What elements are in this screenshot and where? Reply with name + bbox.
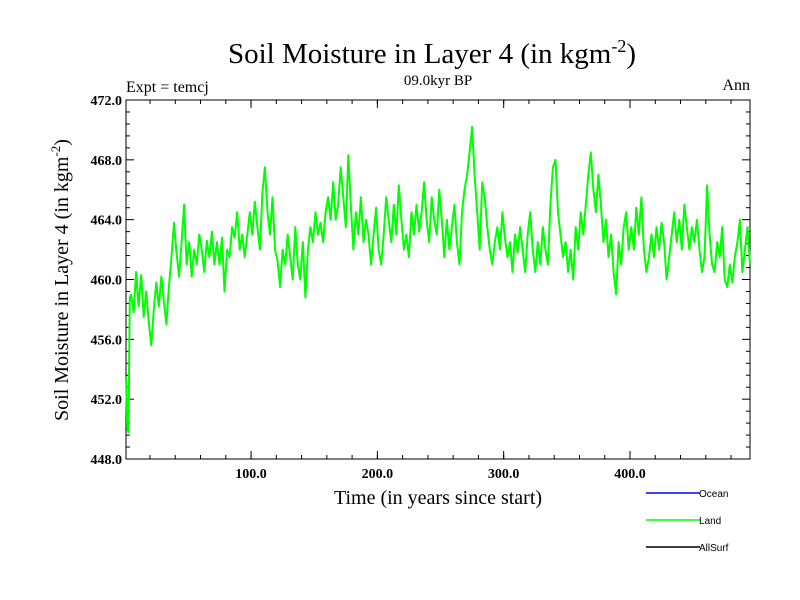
x-tick-label: 400.0 xyxy=(614,467,646,482)
chart-title: Soil Moisture in Layer 4 (in kgm-2) xyxy=(228,36,636,70)
legend-label-allsurf: AllSurf xyxy=(699,543,729,554)
y-tick-label: 464.0 xyxy=(91,214,123,229)
y-tick-label: 456.0 xyxy=(91,333,123,348)
y-tick-label: 448.0 xyxy=(91,453,123,468)
y-axis-label: Soil Moisture in Layer 4 (in kgm-2) xyxy=(48,139,73,421)
legend-label-ocean: Ocean xyxy=(699,489,728,500)
subtitle-right: Ann xyxy=(722,77,750,94)
x-tick-label: 200.0 xyxy=(362,467,394,482)
y-tick-label: 460.0 xyxy=(91,274,123,289)
data-series xyxy=(125,125,751,434)
x-tick-label: 300.0 xyxy=(488,467,520,482)
x-axis-label: Time (in years since start) xyxy=(334,487,542,509)
y-tick-label: 452.0 xyxy=(91,393,123,408)
axis-ticks: 100.0 200.0 300.0 400.0 448.0 452.0 456.0 460.0… xyxy=(91,94,750,482)
x-tick-label: 100.0 xyxy=(235,467,267,482)
subtitle-center: 09.0kyr BP xyxy=(404,73,472,89)
legend-label-land: Land xyxy=(699,516,721,527)
subtitle-left: Expt = temcj xyxy=(126,79,209,96)
plot-frame xyxy=(125,99,751,460)
series-line-land xyxy=(125,125,751,434)
y-tick-label: 472.0 xyxy=(91,94,123,109)
legend: Ocean Land AllSurf xyxy=(646,489,729,554)
y-tick-label: 468.0 xyxy=(91,154,123,169)
